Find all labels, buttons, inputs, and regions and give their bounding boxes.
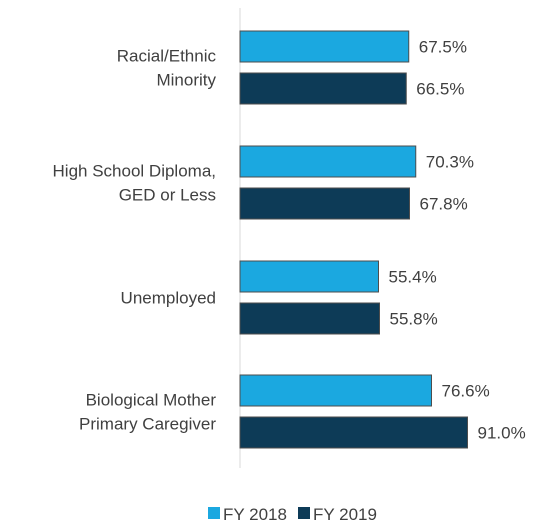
bar-fy2018 [239, 260, 379, 293]
data-label: 76.6% [442, 382, 490, 401]
legend-swatch [298, 507, 310, 519]
data-label: 67.8% [420, 195, 468, 214]
category-label: Racial/Ethnic [117, 47, 217, 66]
bar-fy2019 [239, 72, 407, 105]
category-label: Minority [156, 71, 216, 90]
bar-fy2019 [239, 187, 410, 220]
data-label: 55.4% [389, 268, 437, 287]
data-label: 70.3% [426, 153, 474, 172]
category-label: Primary Caregiver [79, 415, 216, 434]
bars-group: 67.5% 66.5% 70.3% 67.8% 55.4% 55.8% 76.6% 91.0% [239, 30, 526, 449]
data-label: 91.0% [478, 424, 526, 443]
category-label: High School Diploma, [53, 162, 216, 181]
legend-label: FY 2019 [313, 505, 377, 524]
category-labels: Racial/Ethnic Minority High School Diploma… [53, 47, 217, 434]
legend: FY 2018 FY 2019 [208, 505, 377, 524]
legend-swatch [208, 507, 220, 519]
bar-fy2019 [239, 416, 468, 449]
category-label: Biological Mother [86, 391, 217, 410]
legend-label: FY 2018 [223, 505, 287, 524]
bar-fy2018 [239, 30, 410, 63]
bar-fy2019 [239, 302, 380, 335]
data-label: 55.8% [390, 310, 438, 329]
data-label: 67.5% [419, 38, 467, 57]
bar-fy2018 [239, 145, 417, 178]
category-label: Unemployed [121, 289, 216, 308]
category-label: GED or Less [119, 186, 216, 205]
data-label: 66.5% [416, 80, 464, 99]
bar-fy2018 [239, 374, 432, 407]
